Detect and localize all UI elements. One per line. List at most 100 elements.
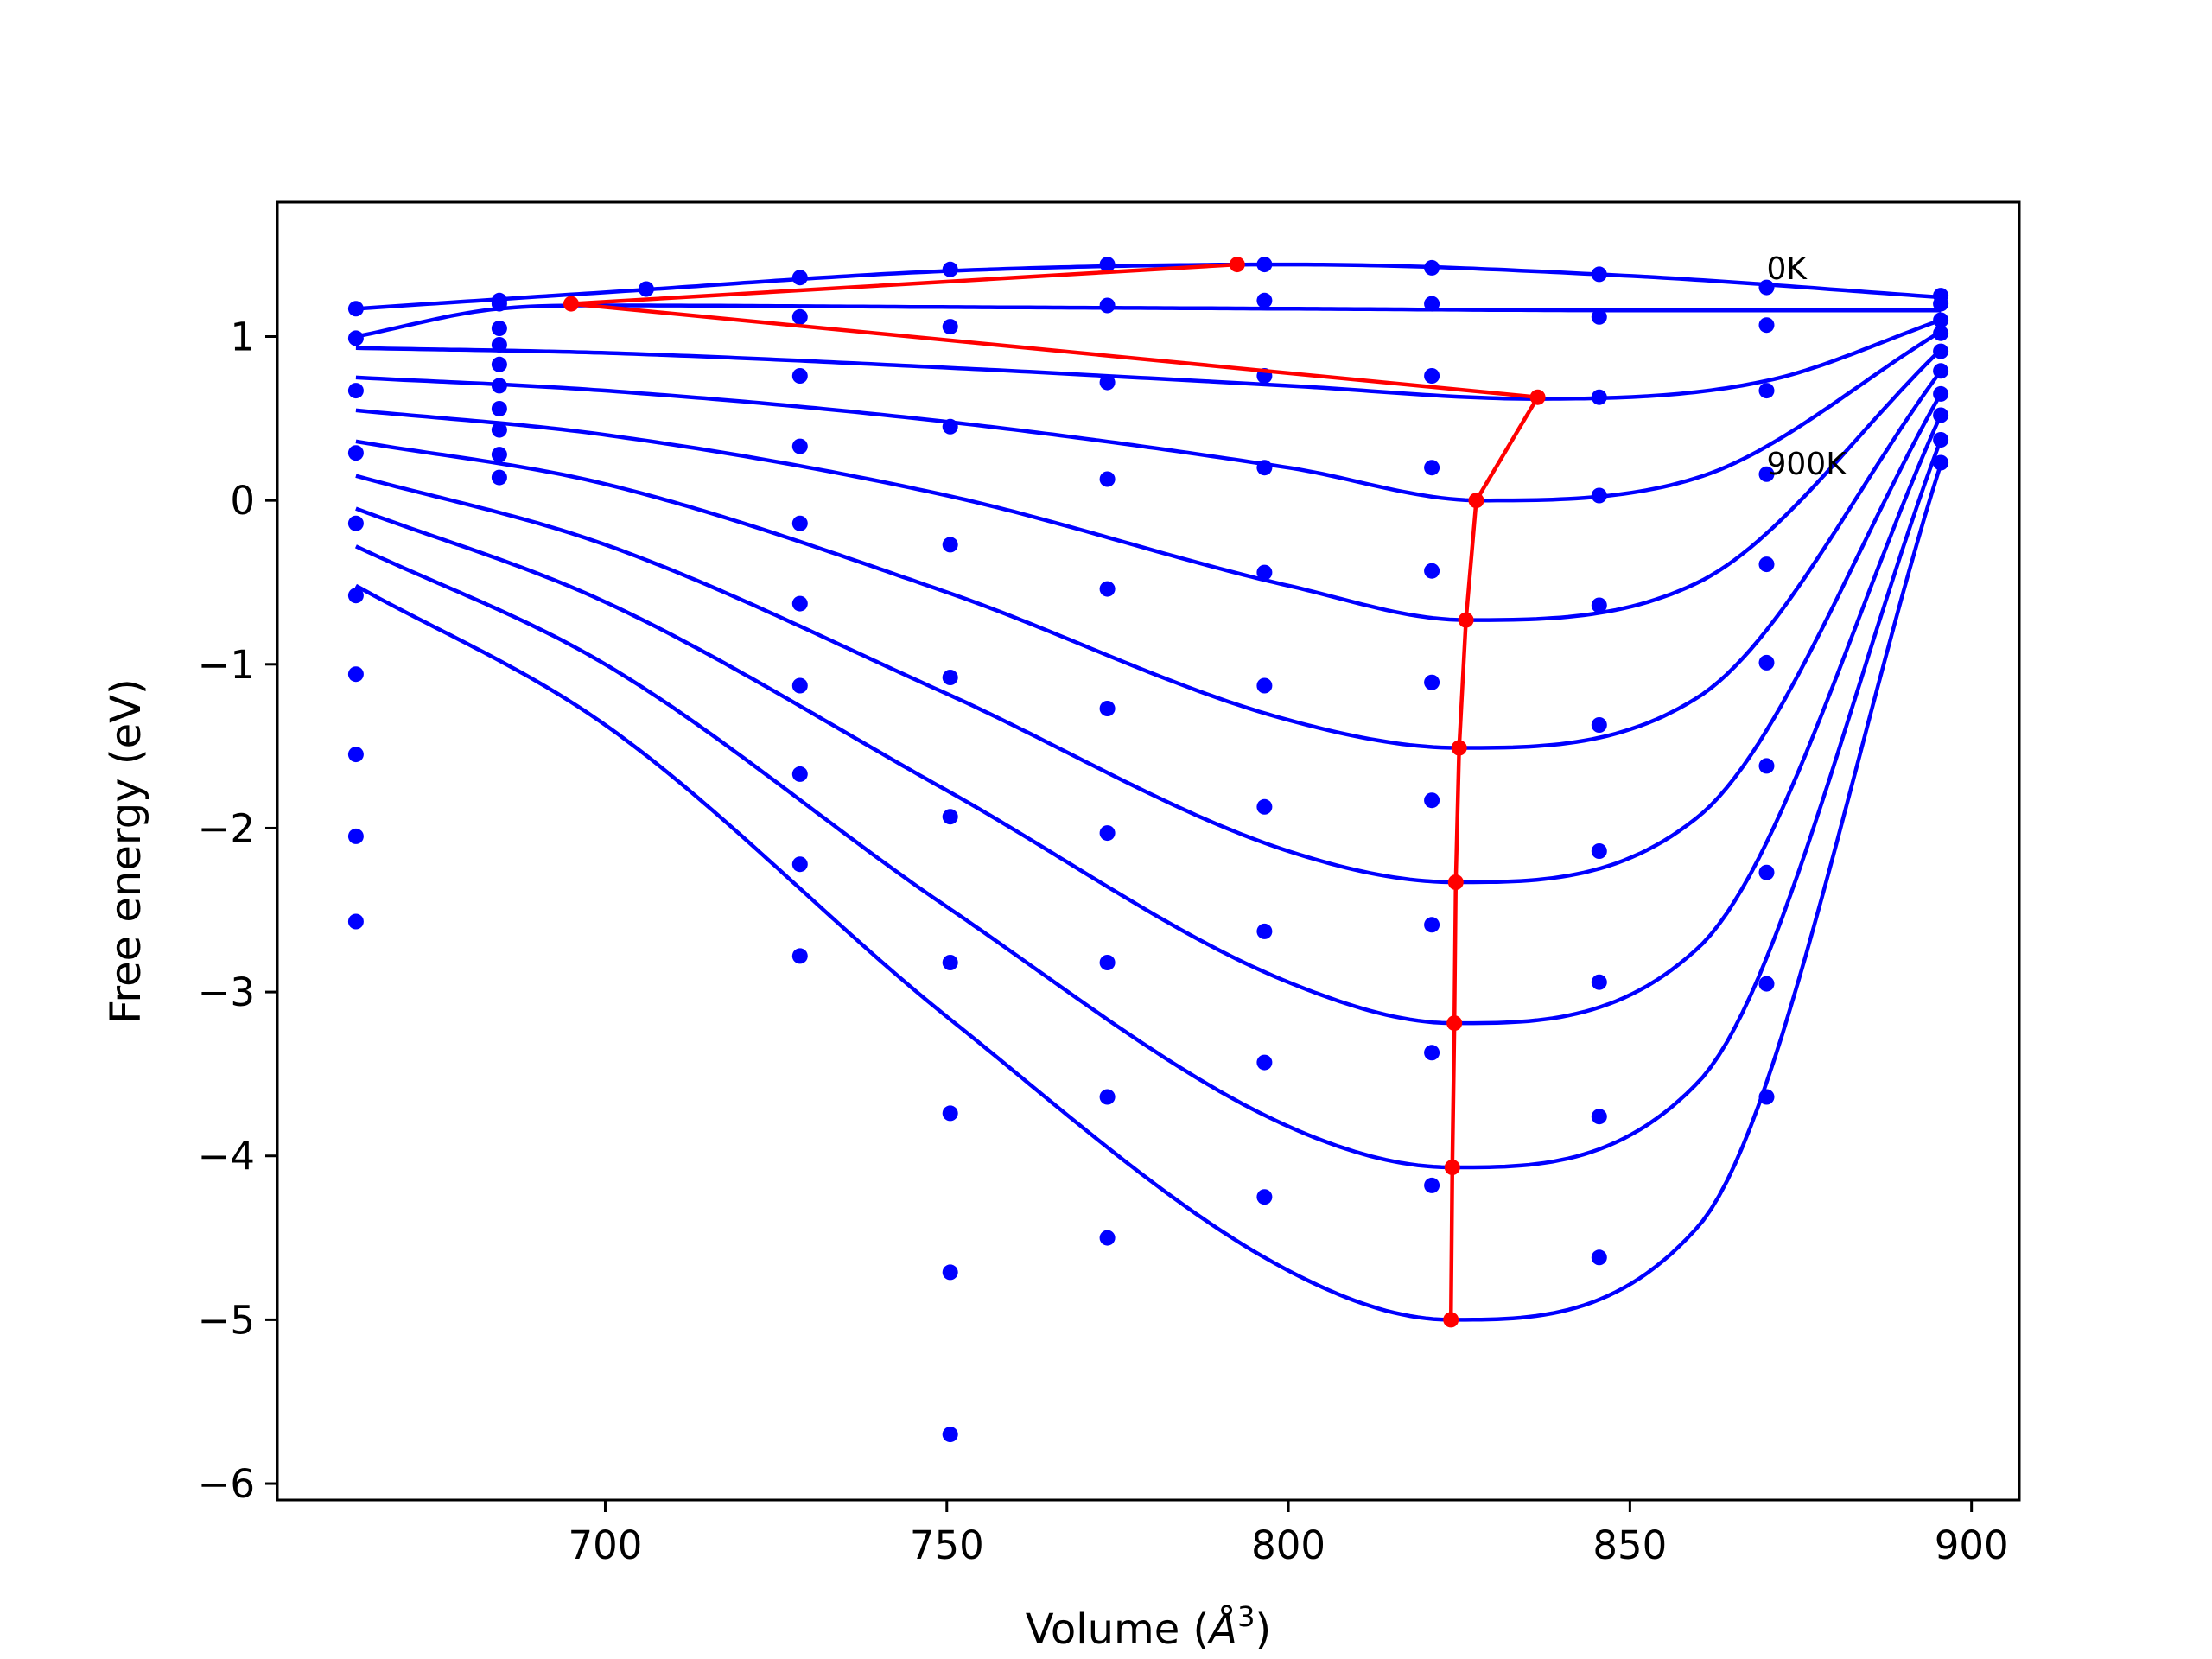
data-point-300K [1591,487,1607,504]
x-tick-label: 900 [1935,1522,2009,1568]
axes-frame [276,200,2021,1502]
fit-curve-700K [355,414,1943,1026]
data-point-800K [791,856,808,873]
data-point-0K [1099,257,1116,273]
y-axis: 1 0 −1 −2 −3 −4 −5 −6 [198,315,277,1507]
data-point-600K [1256,798,1273,815]
data-point-700K [1591,974,1607,990]
data-point-600K [1424,792,1440,809]
data-point-800K [347,828,364,844]
data-point-300K [1256,460,1273,476]
data-point-600K [491,401,507,416]
data-point-0K [1758,279,1775,296]
data-point-700K [942,1105,958,1122]
data-point-100K [1424,296,1440,312]
data-point-400K [1256,564,1273,581]
data-point-900K [491,469,507,486]
plot-area: 0K 900K [276,200,2021,1502]
data-point-100K [1933,296,1949,312]
data-point-0K [1256,257,1273,273]
data-point-600K [942,955,958,970]
data-point-700K [1758,864,1775,880]
x-axis-label: Volume (Å3) [1026,1600,1271,1654]
data-point-300K [347,445,364,461]
data-point-400K [1424,563,1440,579]
data-point-0K [1591,266,1607,283]
data-point-600K [791,677,808,694]
fit-curve-500K [355,369,1942,750]
data-point-500K [491,378,507,394]
data-point-800K [942,1264,958,1281]
y-tick-label: −5 [198,1297,255,1343]
data-point-300K [1758,466,1775,482]
data-point-100K [1099,297,1116,314]
fit-curves [354,262,1943,1322]
x-axis: 700 750 800 850 900 [569,1500,2009,1568]
data-point-0K [791,270,808,286]
data-point-800K [1933,432,1949,448]
data-point-700K [791,766,808,782]
data-point-600K [1758,758,1775,774]
data-point-700K [491,422,507,438]
annotation-label: 0K [1767,251,1808,287]
fit-curve-200K [355,318,1942,401]
y-tick-label: −4 [198,1134,255,1179]
data-point-600K [347,666,364,683]
data-point-700K [347,747,364,763]
data-point-0K [638,281,654,297]
data-point-200K [942,418,958,435]
data-point-200K [1933,312,1949,328]
data-point-0K [942,261,958,277]
data-point-500K [791,595,808,612]
fit-curve-800K [354,439,1943,1170]
data-point-500K [1256,677,1273,694]
data-point-200K [1099,374,1116,391]
x-tick-label: 800 [1251,1522,1325,1568]
fit-curve-0K [355,262,1942,311]
x-axis-label-power: 3 [1237,1600,1255,1633]
data-point-100K [347,330,364,346]
data-point-200K [1591,389,1607,405]
minimum-point-0K [1229,257,1245,273]
y-axis-label: Free energy (eV) [102,678,150,1023]
minimum-point-400K [1458,612,1474,628]
data-point-400K [1099,581,1116,597]
data-point-400K [1933,343,1949,359]
data-point-800K [1424,1045,1440,1061]
data-point-500K [1099,701,1116,716]
data-point-500K [1933,363,1949,379]
data-point-800K [1758,976,1775,992]
data-point-700K [1933,407,1949,423]
data-point-200K [347,383,364,399]
data-point-900K [1591,1249,1607,1266]
data-point-200K [491,321,507,336]
data-point-800K [1256,1054,1273,1071]
minimum-point-100K [563,296,579,312]
fit-curve-100K [355,303,1942,339]
data-point-100K [1758,317,1775,334]
data-point-200K [1758,383,1775,399]
data-point-100K [1256,292,1273,308]
minimum-point-900K [1443,1312,1459,1328]
data-point-800K [491,447,507,463]
y-tick-label: 1 [230,315,255,360]
data-point-300K [942,537,958,553]
minimum-point-300K [1468,493,1484,509]
data-point-800K [1591,1109,1607,1125]
data-point-900K [1099,1230,1116,1246]
data-point-100K [942,319,958,335]
data-point-400K [1758,556,1775,573]
data-point-400K [942,670,958,685]
data-point-300K [1099,471,1116,487]
data-point-300K [491,337,507,353]
data-points [347,257,1949,1443]
fit-curve-400K [355,348,1942,622]
data-point-700K [1256,923,1273,939]
x-tick-label: 700 [569,1522,643,1568]
data-point-700K [1099,955,1116,970]
data-point-800K [1099,1089,1116,1105]
data-point-500K [1591,717,1607,733]
data-point-900K [1256,1189,1273,1205]
minimum-point-700K [1446,1015,1463,1032]
